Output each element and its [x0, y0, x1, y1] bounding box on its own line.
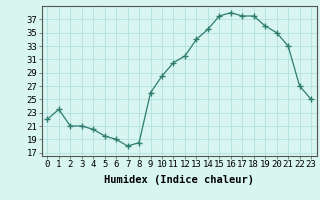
- X-axis label: Humidex (Indice chaleur): Humidex (Indice chaleur): [104, 175, 254, 185]
